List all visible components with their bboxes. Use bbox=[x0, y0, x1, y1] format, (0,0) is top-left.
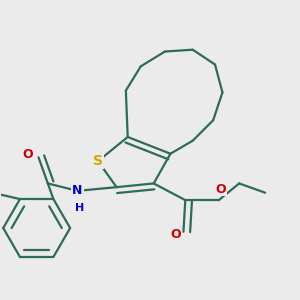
Text: N: N bbox=[72, 184, 83, 197]
Text: O: O bbox=[22, 148, 33, 161]
Text: S: S bbox=[93, 154, 103, 168]
Text: O: O bbox=[171, 228, 181, 241]
Text: H: H bbox=[75, 202, 84, 213]
Text: O: O bbox=[215, 182, 226, 196]
